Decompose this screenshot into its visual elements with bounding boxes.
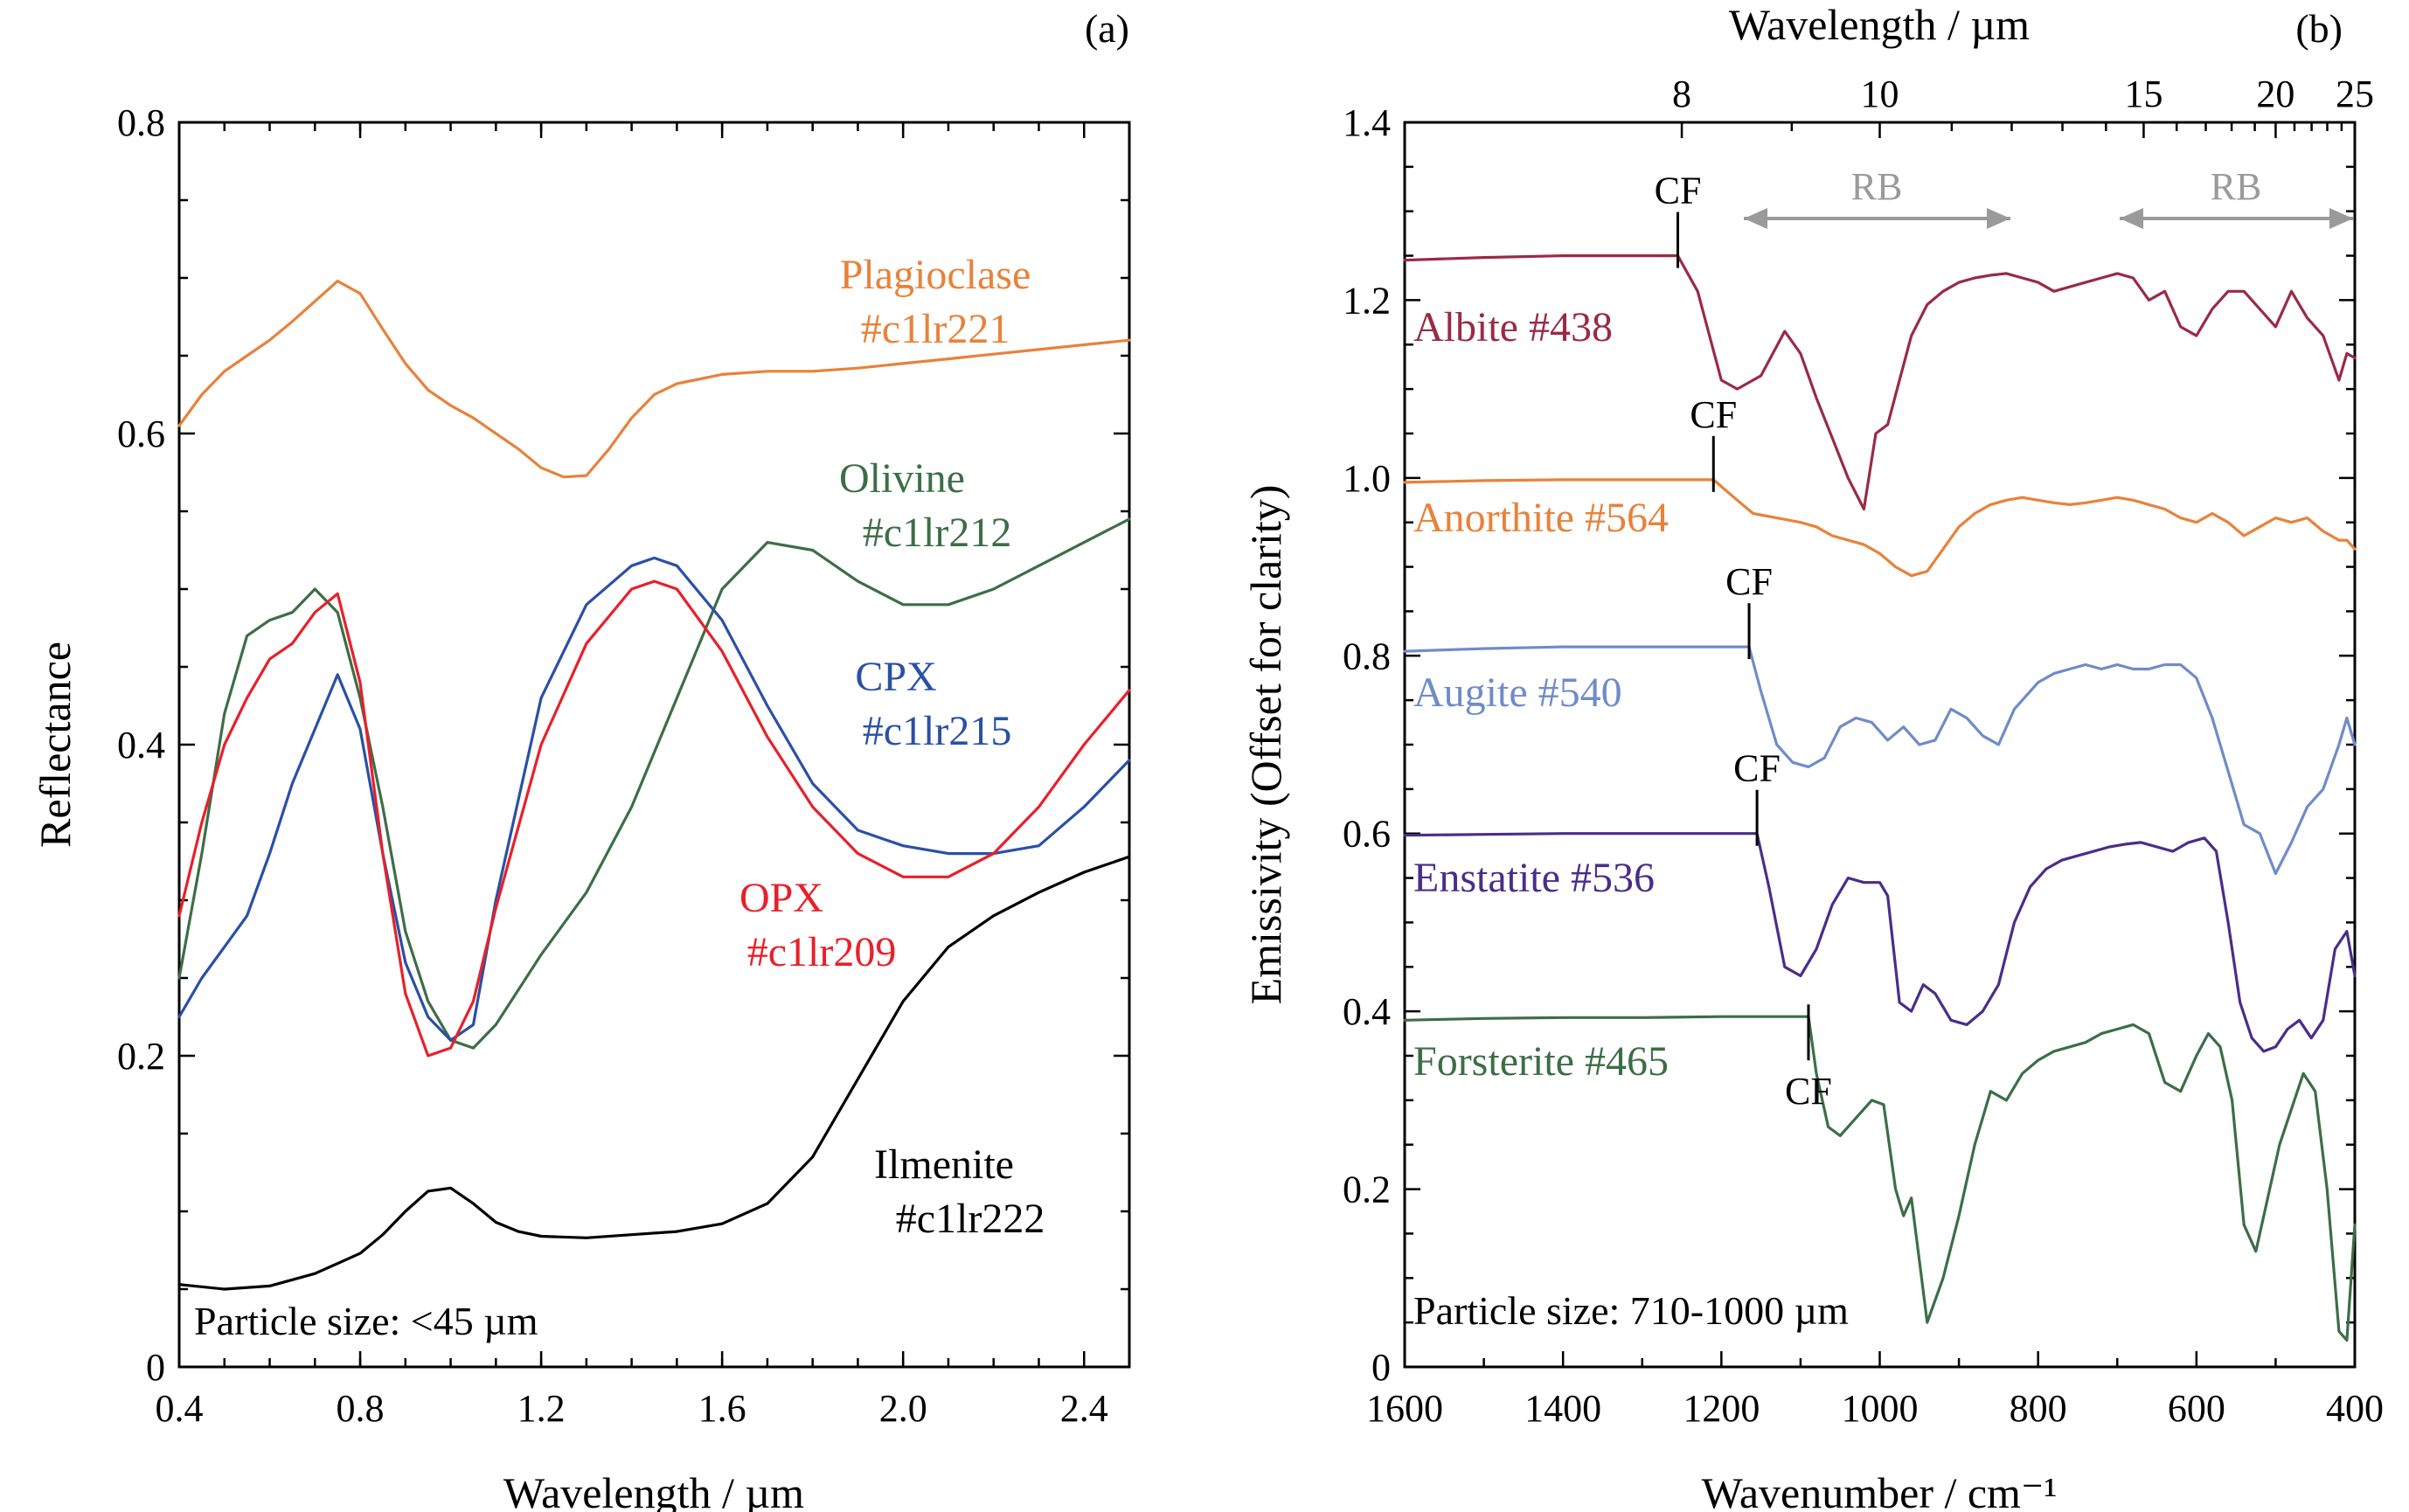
panel-b-top-tick-label: 20	[2256, 73, 2294, 115]
panel-a-x-tick-label: 1.6	[698, 1387, 746, 1430]
panel-b-y-tick-label: 0.6	[1343, 813, 1391, 856]
panel-b-x-tick-label: 1200	[1683, 1387, 1760, 1430]
opx-id-label: #c1lr209	[747, 929, 897, 975]
panel-a-y-tick-label: 0.2	[117, 1035, 165, 1078]
panel-b-y-axis-label: Emissivity (Offset for clarity)	[1241, 485, 1290, 1005]
panel-b-y-tick-label: 1.2	[1343, 279, 1391, 322]
panel-b-y-tick-label: 1.4	[1343, 101, 1391, 144]
panel-b-y-tick-label: 0	[1371, 1346, 1391, 1389]
panel-b-x-tick-label: 1400	[1524, 1387, 1601, 1430]
rb-label-right: RB	[2211, 165, 2262, 208]
panel-a-label: (a)	[1085, 6, 1129, 51]
rb-arrow-right-head-right	[2329, 208, 2353, 229]
series-albite-438-line	[1403, 254, 2357, 511]
panel-b-y-tick-label: 0.2	[1343, 1169, 1391, 1211]
panel-a-x-tick-label: 2.4	[1060, 1387, 1108, 1430]
cf-marker-label: CF	[1655, 170, 1702, 212]
panel-b-chart: 1600 1400 1200 1000 800 600 400 0 0.2 0.4 0.6 0.8 1.…	[1241, 0, 2384, 1512]
panel-a-x-axis-label: Wavelength / µm	[503, 1468, 804, 1512]
panel-a-x-tick-label: 2.0	[879, 1387, 927, 1430]
plagioclase-id-label: #c1lr221	[861, 306, 1010, 352]
panel-b-label: (b)	[2295, 6, 2343, 51]
cf-marker-label: CF	[1725, 560, 1773, 603]
cpx-name-label: CPX	[855, 654, 936, 700]
series-opx-line	[177, 579, 1131, 1058]
cf-marker-label: CF	[1690, 393, 1737, 436]
cpx-id-label: #c1lr215	[863, 708, 1012, 754]
panel-a-y-tick-label: 0.8	[117, 101, 165, 144]
series-ilmenite-line	[177, 855, 1131, 1291]
panel-b-top-tick-label: 8	[1672, 73, 1691, 115]
panel-a-particle-size-note: Particle size: <45 µm	[194, 1299, 538, 1343]
rb-arrow-left-head-right	[1987, 208, 2010, 229]
enstatite-label: Enstatite #536	[1413, 855, 1655, 901]
panel-b-x-tick-label: 1600	[1366, 1387, 1443, 1430]
panel-b-x-tick-label: 800	[2010, 1387, 2067, 1430]
panel-b-x-tick-label: 600	[2168, 1387, 2225, 1430]
series-augite-540-line	[1403, 645, 2357, 876]
panel-b-x-tick-label: 1000	[1842, 1387, 1919, 1430]
augite-label: Augite #540	[1413, 669, 1622, 716]
albite-label: Albite #438	[1413, 304, 1613, 350]
panel-b-ticks: 1600 1400 1200 1000 800 600 400 0 0.2 0.4 0.6 0.8 1.…	[1343, 73, 2384, 1430]
panel-b-series	[1403, 254, 2357, 1342]
olivine-id-label: #c1lr212	[863, 510, 1012, 556]
panel-a-y-tick-label: 0.4	[117, 724, 165, 766]
series-olivine-line	[177, 517, 1131, 1050]
rb-arrow-left-head-left	[1744, 208, 1767, 229]
rb-label-left: RB	[1851, 165, 1903, 208]
ilmenite-id-label: #c1lr222	[896, 1196, 1045, 1242]
panel-b-particle-size-note: Particle size: 710-1000 µm	[1413, 1288, 1849, 1333]
cf-marker-label: CF	[1733, 747, 1781, 790]
panel-b-top-axis-label: Wavelength / µm	[1729, 0, 2030, 49]
panel-a-x-tick-label: 0.4	[156, 1387, 204, 1430]
panel-a-x-tick-label: 0.8	[337, 1387, 385, 1430]
forsterite-label: Forsterite #465	[1413, 1038, 1669, 1085]
panel-a-ticks: 0.4 0.8 1.2 1.6 2.0 2.4 0 0.2 0.4 0.6 0.8	[117, 101, 1129, 1430]
plagioclase-name-label: Plagioclase	[840, 252, 1031, 298]
panel-b-top-tick-label: 15	[2124, 73, 2163, 115]
series-anorthite-564-line	[1403, 478, 2357, 578]
panel-b-cf-markers: CF CF CF CF CF	[1655, 170, 1832, 1113]
panel-b-y-tick-label: 1.0	[1343, 457, 1391, 500]
panel-a-chart: 0.4 0.8 1.2 1.6 2.0 2.4 0 0.2 0.4 0.6 0.8 (a) Wave…	[31, 6, 1131, 1512]
panel-b-top-tick-label: 25	[2336, 73, 2374, 115]
panel-a-y-tick-label: 0.6	[117, 413, 165, 455]
panel-a-y-axis-label: Reflectance	[31, 642, 80, 848]
olivine-name-label: Olivine	[839, 455, 965, 502]
ilmenite-name-label: Ilmenite	[874, 1141, 1014, 1188]
panel-b-x-axis-label: Wavenumber / cm⁻¹	[1702, 1468, 2058, 1512]
panel-b-y-tick-label: 0.4	[1343, 990, 1391, 1033]
cf-marker-label: CF	[1785, 1070, 1832, 1113]
rb-arrow-right-head-left	[2120, 208, 2143, 229]
panel-b-y-tick-label: 0.8	[1343, 635, 1391, 677]
panel-b-top-tick-label: 10	[1861, 73, 1899, 115]
panel-a-x-tick-label: 1.2	[517, 1387, 566, 1430]
series-forsterite-465-line	[1403, 1015, 2357, 1342]
series-plagioclase-line	[177, 280, 1131, 479]
opx-name-label: OPX	[739, 875, 823, 921]
panel-a-y-tick-label: 0	[146, 1346, 165, 1389]
panel-b-x-tick-label: 400	[2326, 1387, 2384, 1430]
anorthite-label: Anorthite #564	[1413, 495, 1669, 541]
panel-a-series	[177, 280, 1131, 1291]
series-enstatite-536-line	[1403, 832, 2357, 1053]
series-cpx-line	[177, 556, 1131, 1042]
